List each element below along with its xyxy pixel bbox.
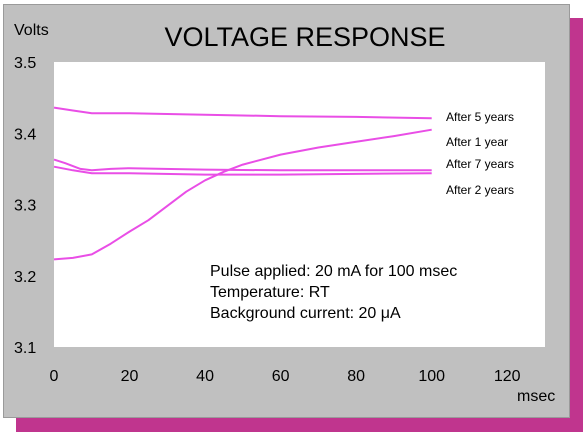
chart-title: VOLTAGE RESPONSE xyxy=(164,22,445,52)
series-label: After 5 years xyxy=(446,110,514,124)
y-tick-label: 3.2 xyxy=(14,269,36,286)
series-line-after-7-years xyxy=(53,158,432,172)
y-tick-label: 3.3 xyxy=(14,198,36,215)
y-tick-labels: 3.1 3.2 3.3 3.4 3.5 xyxy=(14,55,36,357)
series-label: After 2 years xyxy=(446,183,514,197)
y-tick-label: 3.5 xyxy=(14,55,36,72)
series-labels: After 5 years After 1 year After 7 years Af… xyxy=(446,110,514,197)
y-axis-label: Volts xyxy=(14,22,49,39)
annotation-pulse: Pulse applied: 20 mA for 100 msec xyxy=(210,263,457,280)
series-lines xyxy=(53,106,432,261)
x-tick-label: 20 xyxy=(121,368,139,385)
x-tick-label: 40 xyxy=(196,368,214,385)
x-tick-labels: 0 20 40 60 80 100 120 xyxy=(50,368,521,385)
plot-area xyxy=(54,62,545,347)
x-tick-label: 80 xyxy=(347,368,365,385)
x-tick-label: 120 xyxy=(494,368,521,385)
y-tick-label: 3.4 xyxy=(14,126,36,143)
x-axis-label: msec xyxy=(517,388,555,405)
series-label: After 1 year xyxy=(446,135,508,149)
x-tick-label: 100 xyxy=(418,368,445,385)
x-tick-label: 0 xyxy=(50,368,59,385)
annotation-box: Pulse applied: 20 mA for 100 msec Temper… xyxy=(210,263,457,322)
series-label: After 7 years xyxy=(446,157,514,171)
series-line-after-1-year xyxy=(53,128,432,261)
series-line-after-5-years xyxy=(53,106,432,120)
annotation-temperature: Temperature: RT xyxy=(210,284,330,301)
annotation-background-current: Background current: 20 μA xyxy=(210,305,401,322)
y-tick-label: 3.1 xyxy=(14,340,36,357)
x-tick-label: 60 xyxy=(272,368,290,385)
series-line-after-2-years xyxy=(53,165,432,176)
